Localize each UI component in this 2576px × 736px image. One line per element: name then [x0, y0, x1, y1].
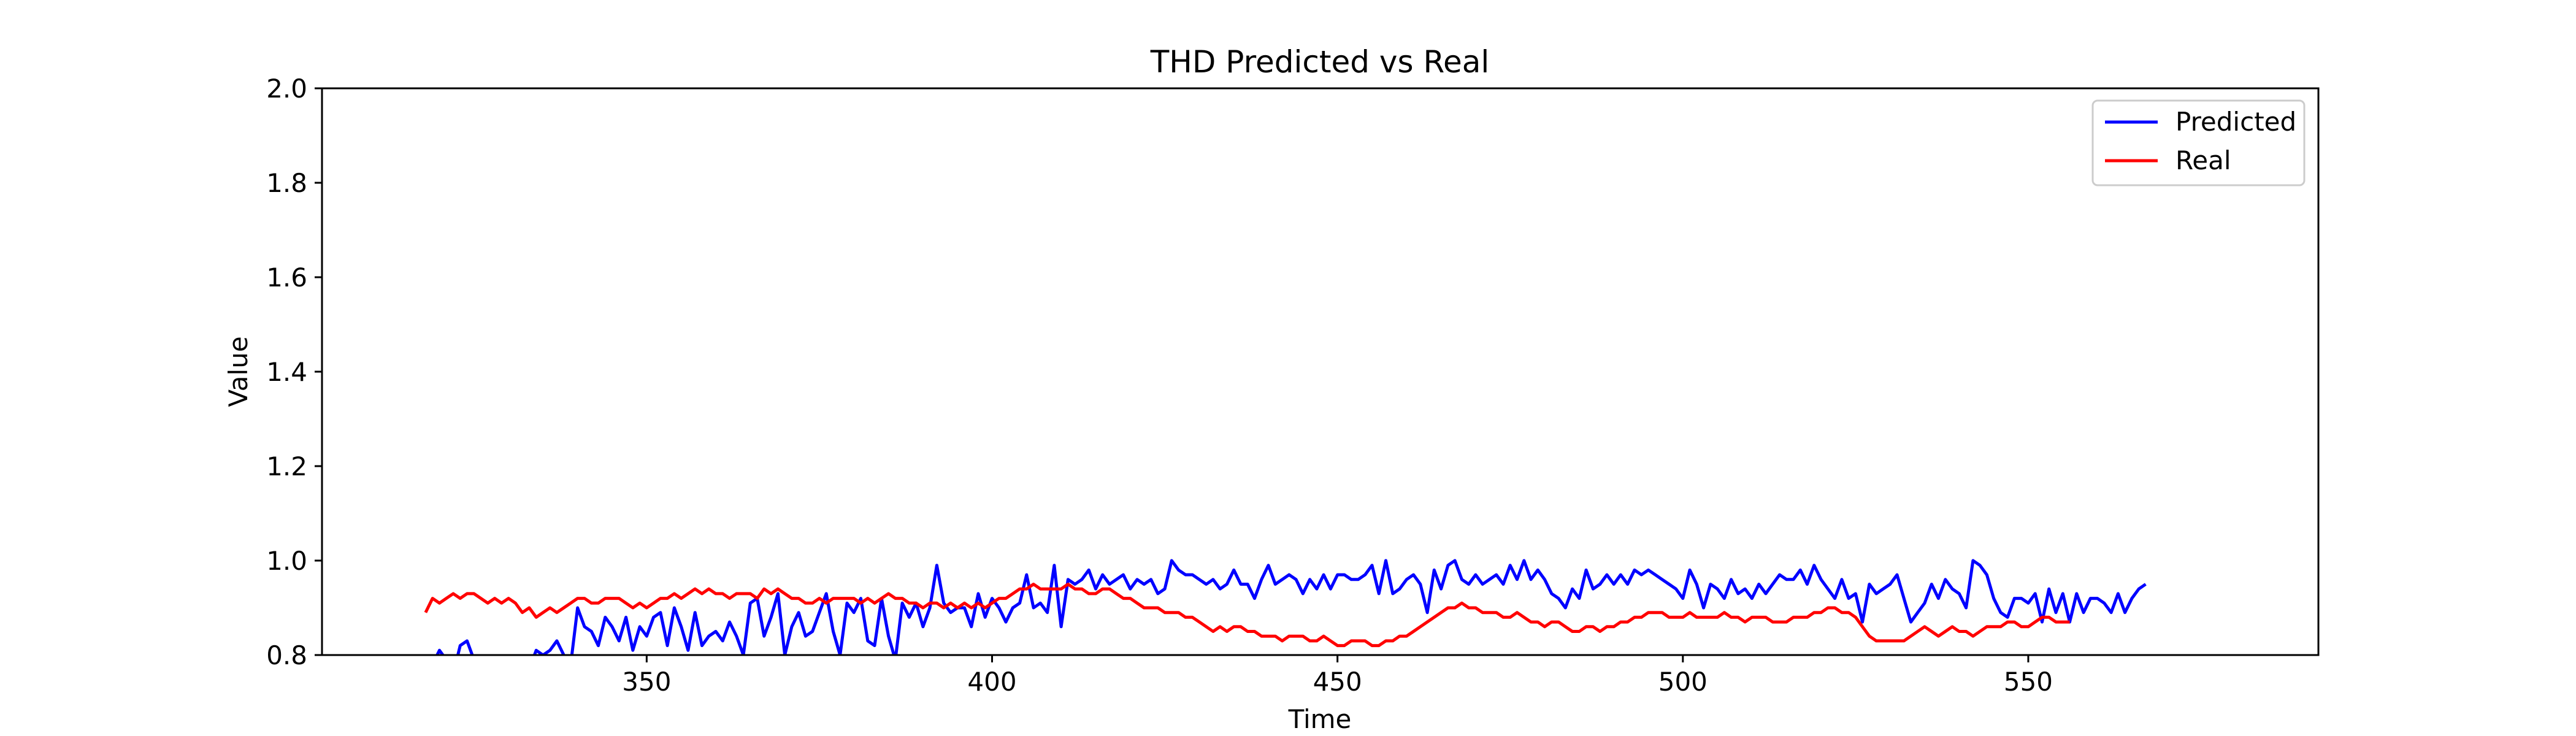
x-tick-label: 500: [1658, 667, 1708, 697]
series-line-real: [424, 583, 2070, 648]
legend-label-predicted: Predicted: [2175, 107, 2296, 137]
y-tick-label: 1.2: [266, 451, 307, 481]
x-tick-label: 550: [2004, 667, 2053, 697]
y-axis-label: Value: [223, 336, 253, 407]
x-axis-label: Time: [1288, 704, 1352, 734]
legend-label-real: Real: [2175, 145, 2231, 175]
y-tick-label: 1.4: [266, 357, 307, 387]
y-tick-label: 1.0: [266, 546, 307, 576]
x-axis: 350 400 450 500 550: [622, 655, 2053, 697]
y-tick-label: 2.0: [266, 74, 307, 104]
series-line-predicted: [435, 559, 2147, 655]
x-tick-label: 450: [1313, 667, 1362, 697]
y-axis: 0.8 1.0 1.2 1.4 1.6 1.8 2.0: [266, 74, 322, 670]
legend: Predicted Real: [2091, 99, 2306, 186]
y-tick-label: 1.6: [266, 263, 307, 293]
x-tick-label: 400: [967, 667, 1016, 697]
series-layer: [424, 559, 2147, 655]
chart-title: THD Predicted vs Real: [1150, 44, 1489, 80]
x-tick-label: 350: [622, 667, 671, 697]
y-tick-label: 0.8: [266, 640, 307, 670]
y-tick-label: 1.8: [266, 168, 307, 198]
